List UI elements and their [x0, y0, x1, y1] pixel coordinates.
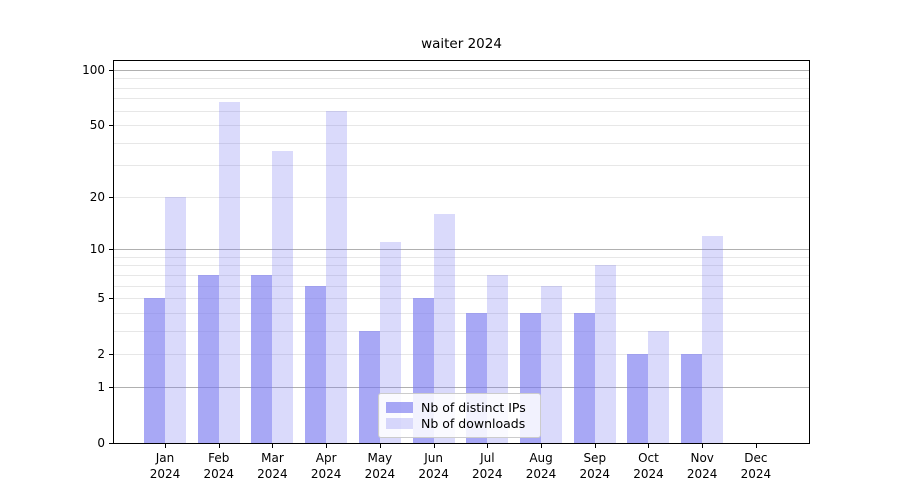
x-tick-mark — [165, 444, 166, 448]
bar-distinct-ips — [197, 274, 219, 443]
minor-gridline — [114, 256, 809, 258]
y-tick-label: 5 — [97, 291, 105, 306]
x-tick-mark — [326, 444, 328, 448]
y-tick-label: 1 — [97, 379, 105, 394]
legend-label-distinct-ips: Nb of distinct IPs — [421, 400, 526, 415]
x-tick-label: Apr 2024 — [310, 451, 342, 481]
minor-gridline — [114, 312, 809, 314]
bar-distinct-ips — [681, 354, 703, 443]
x-tick-label: Oct 2024 — [633, 451, 664, 481]
minor-gridline — [114, 110, 809, 112]
y-tick-mark — [109, 354, 113, 356]
x-tick-label: Jul 2024 — [472, 451, 503, 481]
minor-gridline — [114, 196, 809, 198]
bar-downloads — [541, 285, 563, 443]
legend-item-distinct-ips: Nb of distinct IPs — [386, 400, 532, 415]
minor-gridline — [114, 274, 809, 276]
y-tick-label: 0 — [97, 436, 105, 450]
x-tick-mark — [702, 444, 704, 448]
minor-gridline — [114, 298, 809, 300]
legend-item-downloads: Nb of downloads — [386, 416, 532, 431]
y-tick-label: 20 — [89, 189, 105, 204]
x-tick-label: Sep 2024 — [579, 451, 611, 481]
legend-label-downloads: Nb of downloads — [421, 416, 526, 431]
bar-downloads — [648, 330, 670, 443]
bar-distinct-ips — [627, 354, 649, 443]
y-tick-mark — [109, 298, 113, 300]
y-tick-mark — [109, 125, 113, 127]
minor-gridline — [114, 165, 809, 167]
x-tick-mark — [272, 444, 274, 448]
major-gridline — [114, 70, 809, 71]
x-tick-mark — [541, 444, 543, 448]
bar-downloads — [702, 235, 724, 443]
x-tick-label: Feb 2024 — [203, 451, 234, 481]
chart-title: waiter 2024 — [421, 36, 502, 52]
bar-distinct-ips — [251, 274, 273, 443]
bar-downloads — [594, 265, 616, 443]
minor-gridline — [114, 285, 809, 287]
legend-swatch-distinct-ips — [386, 402, 413, 413]
major-gridline — [114, 386, 809, 388]
x-tick-label: Jun 2024 — [418, 451, 449, 481]
x-tick-mark — [218, 444, 220, 448]
x-tick-mark — [594, 444, 596, 448]
bar-downloads — [165, 196, 186, 443]
plot-area — [113, 60, 810, 444]
bar-downloads — [326, 110, 348, 443]
y-tick-mark — [109, 249, 113, 251]
x-tick-mark — [648, 444, 650, 448]
bar-distinct-ips — [305, 285, 327, 443]
legend-swatch-downloads — [386, 418, 413, 429]
x-tick-label: Jan 2024 — [149, 451, 181, 481]
bar-distinct-ips — [573, 312, 595, 443]
minor-gridline — [114, 98, 809, 100]
bar-downloads — [379, 242, 401, 443]
y-tick-mark — [109, 443, 113, 444]
y-tick-mark — [109, 70, 113, 71]
minor-gridline — [114, 78, 809, 80]
y-tick-label: 2 — [97, 347, 105, 362]
x-tick-mark — [379, 444, 381, 448]
minor-gridline — [114, 142, 809, 144]
y-tick-mark — [109, 386, 113, 388]
minor-gridline — [114, 330, 809, 332]
x-tick-label: Mar 2024 — [257, 451, 288, 481]
bar-distinct-ips — [144, 298, 165, 443]
x-tick-label: Aug 2024 — [525, 451, 557, 481]
x-tick-mark — [755, 444, 757, 448]
minor-gridline — [114, 87, 809, 89]
y-tick-mark — [109, 196, 113, 198]
bar-downloads — [433, 214, 455, 443]
x-tick-mark — [487, 444, 489, 448]
major-gridline — [114, 249, 809, 251]
bar-distinct-ips — [358, 330, 380, 443]
minor-gridline — [114, 125, 809, 127]
minor-gridline — [114, 265, 809, 267]
y-tick-label: 100 — [82, 63, 105, 77]
bar-downloads — [272, 151, 294, 443]
y-tick-label: 10 — [89, 242, 105, 257]
x-tick-label: Nov 2024 — [686, 451, 718, 481]
x-tick-label: Dec 2024 — [740, 451, 772, 481]
y-tick-label: 50 — [89, 118, 105, 133]
x-tick-mark — [433, 444, 435, 448]
minor-gridline — [114, 354, 809, 356]
legend: Nb of distinct IPs Nb of downloads — [378, 393, 541, 438]
bar-downloads — [218, 101, 240, 443]
x-tick-label: May 2024 — [364, 451, 396, 481]
